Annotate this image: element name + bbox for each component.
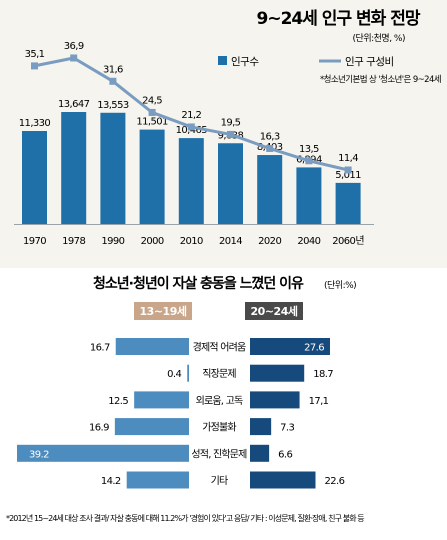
population-bar-value: 5,011 bbox=[335, 170, 361, 181]
population-chart-unit: (단위:천명, %) bbox=[353, 33, 405, 44]
bar-13-19 bbox=[187, 364, 189, 382]
ratio-value: 11,4 bbox=[338, 153, 358, 164]
population-year-label: 2000 bbox=[141, 236, 164, 247]
bar-13-19 bbox=[126, 471, 189, 489]
reason-category: 가정불화 bbox=[202, 422, 236, 434]
ratio-value: 13,5 bbox=[299, 144, 319, 155]
population-bar bbox=[61, 112, 87, 224]
ratio-value: 21,2 bbox=[181, 110, 201, 121]
ratio-point bbox=[227, 130, 234, 138]
value-20-24: 7.3 bbox=[280, 423, 294, 434]
bar-20-24 bbox=[250, 364, 305, 382]
population-year-label: 2060년 bbox=[332, 235, 364, 247]
reason-category: 외로움, 고독 bbox=[196, 395, 243, 407]
bar-20-24 bbox=[250, 391, 300, 409]
reasons-chart-unit: (단위:%) bbox=[324, 280, 356, 291]
population-bar-value: 11,330 bbox=[19, 118, 51, 129]
legend-line-label: 인구 구성비 bbox=[345, 56, 394, 68]
ratio-point bbox=[266, 144, 274, 152]
population-bar bbox=[218, 143, 243, 224]
bar-13-19 bbox=[115, 338, 189, 355]
ratio-point bbox=[70, 54, 78, 62]
population-year-label: 2010 bbox=[180, 236, 203, 247]
population-bar bbox=[139, 129, 165, 224]
population-chart-title: 9~24세 인구 변화 전망 bbox=[257, 9, 421, 29]
population-bar-value: 13,553 bbox=[97, 100, 129, 111]
bar-20-24 bbox=[250, 471, 316, 489]
bar-20-24 bbox=[250, 444, 270, 462]
ratio-value: 16,3 bbox=[260, 131, 280, 142]
population-bar-value: 13,647 bbox=[58, 99, 90, 110]
ratio-value: 35,1 bbox=[25, 49, 45, 60]
reasons-chart-title: 청소년·청년이 자살 충동을 느꼈던 이유 bbox=[93, 275, 304, 292]
header-13-19-label: 13~19세 bbox=[140, 304, 187, 318]
ratio-value: 36,9 bbox=[64, 41, 84, 52]
population-note: *청소년기본법 상 '청소년'은 9~24세 bbox=[320, 74, 441, 85]
footnote: *2012년 15~24세 대상 조사 결과/ 자살 충동에 대해 11.2%가… bbox=[6, 513, 364, 523]
header-13-19 bbox=[134, 302, 192, 320]
value-13-19: 14.2 bbox=[101, 476, 121, 487]
value-20-24: 18.7 bbox=[313, 369, 333, 380]
population-year-label: 1990 bbox=[101, 236, 124, 247]
reason-category: 기타 bbox=[211, 475, 228, 487]
legend-bar-label: 인구수 bbox=[231, 56, 259, 68]
reason-category: 경제적 어려움 bbox=[193, 341, 246, 354]
value-13-19: 39.2 bbox=[29, 449, 49, 460]
bar-13-19 bbox=[17, 444, 189, 462]
legend-bar-swatch bbox=[218, 56, 227, 65]
population-bar bbox=[335, 182, 361, 224]
population-bar bbox=[296, 167, 322, 224]
header-20-24-label: 20~24세 bbox=[251, 304, 298, 318]
value-13-19: 0.4 bbox=[167, 369, 181, 380]
population-bar bbox=[178, 138, 204, 224]
population-bar bbox=[22, 131, 47, 224]
value-13-19: 16.9 bbox=[89, 423, 109, 434]
ratio-value: 19,5 bbox=[221, 117, 241, 128]
ratio-point bbox=[148, 108, 156, 116]
ratio-value: 24,5 bbox=[142, 95, 162, 106]
ratio-value: 31,6 bbox=[103, 64, 123, 75]
population-bar bbox=[257, 155, 283, 224]
value-20-24: 27.6 bbox=[304, 343, 324, 354]
population-year-label: 1970 bbox=[23, 236, 46, 247]
population-bar-value: 10,465 bbox=[176, 125, 208, 136]
ratio-point bbox=[109, 77, 117, 85]
population-year-label: 2014 bbox=[219, 236, 242, 247]
bar-13-19 bbox=[134, 391, 189, 409]
population-bar bbox=[100, 112, 126, 224]
ratio-point bbox=[187, 123, 195, 131]
bar-20-24 bbox=[250, 418, 272, 436]
population-year-label: 2020 bbox=[258, 236, 281, 247]
reason-category: 성적, 진학문제 bbox=[191, 448, 247, 460]
reason-category: 직장문제 bbox=[202, 368, 236, 380]
value-20-24: 6.6 bbox=[278, 449, 292, 460]
value-13-19: 12.5 bbox=[108, 396, 128, 407]
value-13-19: 16.7 bbox=[90, 343, 110, 354]
header-20-24 bbox=[245, 302, 303, 320]
population-year-label: 2040 bbox=[297, 236, 320, 247]
bar-20-24 bbox=[250, 338, 330, 355]
value-20-24: 17,1 bbox=[309, 396, 329, 407]
population-year-label: 1978 bbox=[62, 236, 85, 247]
ratio-point bbox=[344, 166, 352, 174]
population-bar-value: 11,501 bbox=[136, 117, 168, 128]
value-20-24: 22.6 bbox=[325, 476, 345, 487]
ratio-point bbox=[31, 62, 38, 70]
ratio-point bbox=[305, 157, 313, 165]
bar-13-19 bbox=[114, 418, 189, 436]
